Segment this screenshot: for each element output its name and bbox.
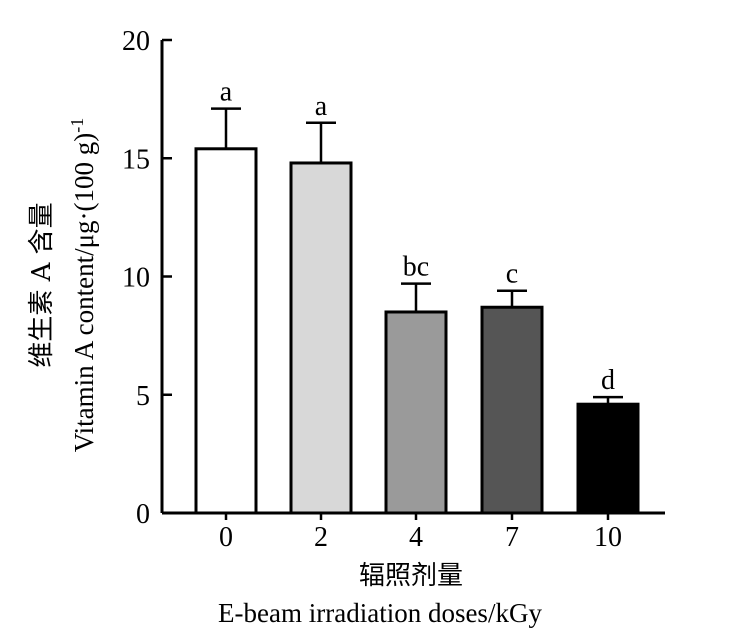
- x-tick-label-0: 0: [219, 522, 233, 553]
- y-axis-title-en-sup: -1: [67, 118, 87, 133]
- x-tick-label-10: 10: [594, 522, 622, 553]
- y-axis-title-en: Vitamin A content/μg·(100 g)-1: [67, 118, 99, 453]
- y-tick-label-0: 0: [136, 499, 150, 530]
- x-axis-title-cn: 辐照剂量: [359, 561, 463, 591]
- significance-label-0: a: [220, 77, 233, 108]
- x-tick-label-7: 7: [505, 522, 519, 553]
- bars-layer: [194, 147, 640, 515]
- y-tick-label-5: 5: [136, 381, 150, 412]
- x-axis-title-en: E-beam irradiation doses/kGy: [218, 598, 542, 628]
- significance-label-10: d: [601, 365, 615, 396]
- bar-2: [289, 161, 353, 515]
- x-tick-label-2: 2: [314, 522, 328, 553]
- significance-label-7: c: [506, 259, 518, 290]
- y-axis-title-cn: 维生素 A 含量: [27, 202, 57, 367]
- y-tick-label-10: 10: [122, 263, 150, 294]
- x-tick-label-4: 4: [409, 522, 423, 553]
- bar-10: [576, 402, 640, 515]
- y-axis-title-en-main: Vitamin A content/μg·(100 g): [69, 133, 99, 453]
- bar-7: [480, 305, 544, 515]
- y-ticks-layer: 0 5 10 15 20: [122, 26, 172, 530]
- bar-4: [384, 310, 448, 515]
- y-tick-label-15: 15: [122, 144, 150, 175]
- significance-label-2: a: [315, 91, 328, 122]
- error-bars-layer: [211, 107, 623, 405]
- significance-labels-layer: a a bc c d: [220, 77, 615, 397]
- significance-label-4: bc: [403, 252, 429, 283]
- y-tick-label-20: 20: [122, 26, 150, 57]
- x-ticks-layer: 0 2 4 7 10: [219, 513, 622, 553]
- bar-0: [194, 147, 258, 515]
